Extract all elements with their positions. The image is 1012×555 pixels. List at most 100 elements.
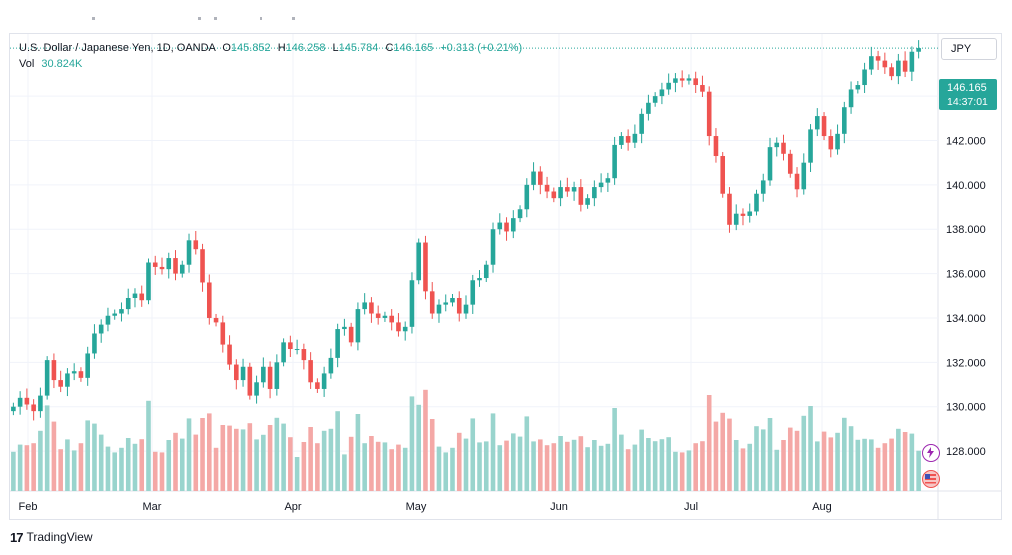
- candle-body: [436, 304, 442, 314]
- candle-body: [281, 342, 286, 363]
- volume-bar: [240, 429, 246, 491]
- candle-body: [166, 258, 172, 270]
- candle-body: [916, 48, 921, 52]
- candle-body: [186, 240, 192, 265]
- candle: [274, 354, 280, 396]
- candle: [389, 309, 394, 331]
- candle: [355, 302, 361, 351]
- candle-body: [504, 222, 509, 232]
- candle-body: [261, 366, 266, 383]
- candle: [531, 162, 536, 191]
- candle-body: [767, 147, 773, 181]
- candle: [375, 305, 381, 325]
- candle: [504, 217, 509, 241]
- candle-body: [585, 198, 590, 205]
- candle-body: [443, 302, 449, 305]
- candle-body: [429, 291, 435, 314]
- candle-body: [173, 258, 178, 274]
- symbol-legend[interactable]: U.S. Dollar / Japanese Yen, 1D, OANDA O1…: [19, 42, 522, 54]
- volume-bar: [436, 446, 442, 491]
- candle-body: [578, 187, 584, 205]
- candle: [565, 177, 570, 197]
- currency-selector[interactable]: JPY: [941, 38, 997, 60]
- candle-body: [335, 329, 340, 358]
- candle-body: [497, 222, 503, 230]
- volume-bar: [146, 400, 151, 491]
- candle: [625, 129, 631, 151]
- candle: [456, 291, 462, 322]
- candle: [65, 368, 70, 397]
- candle: [869, 46, 874, 75]
- volume-bar: [808, 406, 813, 491]
- volume-bar: [646, 438, 651, 491]
- volume-bar: [821, 431, 827, 491]
- tradingview-logo[interactable]: 17 TradingView: [10, 529, 93, 545]
- volume-bar: [727, 418, 732, 491]
- candle-body: [733, 213, 739, 225]
- grid: [10, 34, 1001, 519]
- volume-bar: [679, 452, 685, 491]
- volume-bar: [11, 451, 16, 491]
- lightning-icon[interactable]: [922, 444, 940, 462]
- candle: [24, 388, 30, 410]
- candle-body: [835, 133, 840, 150]
- volume-bar: [301, 442, 307, 491]
- symbol-title[interactable]: U.S. Dollar / Japanese Yen, 1D, OANDA: [19, 42, 216, 54]
- candle: [754, 189, 759, 216]
- volume-bar: [659, 439, 665, 491]
- candle: [92, 324, 97, 359]
- candle-body: [794, 173, 800, 190]
- volume-bar: [814, 441, 820, 491]
- candle-body: [254, 382, 259, 396]
- candle-body: [855, 85, 861, 90]
- us-flag-icon[interactable]: [922, 470, 940, 488]
- candle: [38, 387, 43, 418]
- candle-body: [821, 116, 827, 137]
- candle: [179, 260, 185, 278]
- candle: [71, 363, 77, 381]
- volume-bar: [85, 420, 90, 491]
- candle: [125, 288, 131, 315]
- candle: [808, 124, 813, 172]
- candle-body: [38, 395, 43, 412]
- candle-body: [673, 78, 678, 83]
- candle: [301, 343, 307, 370]
- y-tick-label: 130.000: [946, 402, 986, 414]
- candle-body: [234, 364, 239, 381]
- candle-body: [659, 89, 665, 97]
- candle-body: [646, 102, 651, 114]
- y-axis[interactable]: 128.000 130.000 132.000 134.000 136.000 138.0…: [946, 91, 986, 458]
- volume-bar: [315, 443, 320, 491]
- change-value: +0.313 (+0.21%): [440, 42, 523, 54]
- candle: [862, 62, 867, 94]
- candle-body: [679, 78, 685, 81]
- candle: [396, 313, 401, 337]
- volume-bar: [517, 436, 523, 491]
- candle-body: [220, 322, 226, 345]
- volume-bar: [328, 428, 334, 491]
- candle: [659, 82, 665, 105]
- x-axis[interactable]: Feb Mar Apr May Jun Jul Aug: [19, 501, 832, 513]
- candle: [673, 73, 678, 93]
- volume-bar: [247, 423, 253, 491]
- volume-bar: [693, 443, 698, 491]
- candle-body: [119, 309, 124, 314]
- candle: [652, 92, 658, 107]
- candle-body: [483, 264, 489, 279]
- candle: [605, 172, 611, 192]
- candle: [720, 152, 726, 198]
- volume-bar: [98, 434, 104, 491]
- volume-legend[interactable]: Vol 30.824K: [19, 58, 82, 70]
- candle: [409, 272, 415, 334]
- candle-body: [828, 136, 834, 150]
- volume-bar: [78, 443, 84, 491]
- candle-body: [456, 297, 462, 314]
- volume-bar: [504, 440, 509, 491]
- volume-bar: [855, 439, 861, 491]
- y-tick-label: 140.000: [946, 180, 986, 192]
- high-value: 146.258: [285, 42, 326, 54]
- volume-bar: [105, 446, 111, 491]
- candle-body: [551, 191, 557, 199]
- candle-body: [146, 262, 151, 301]
